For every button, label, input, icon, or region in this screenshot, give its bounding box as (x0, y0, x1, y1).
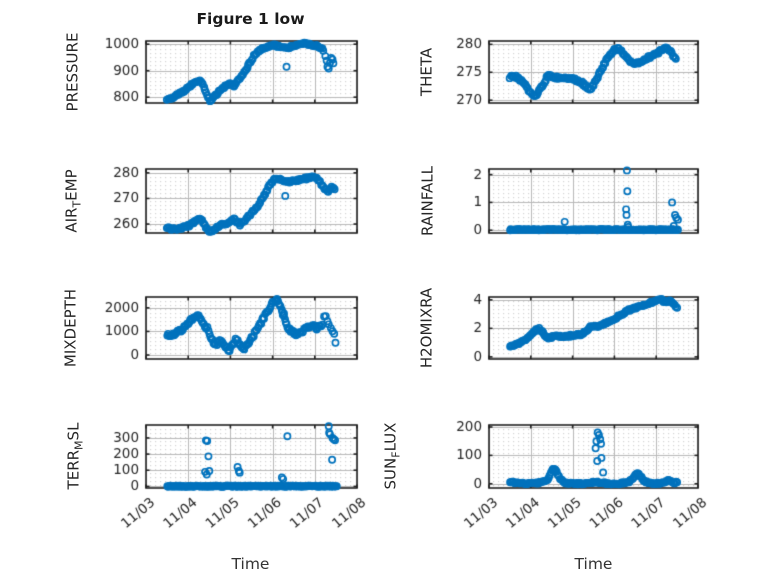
plot-theta (431, 31, 714, 115)
ylabel-text: SL (64, 422, 83, 441)
ylabel-text: PRESSURE (63, 32, 82, 112)
plot-rainfall (431, 159, 714, 245)
xlabel-time-right: Time (574, 555, 613, 573)
ylabel-text: EMP (62, 169, 81, 201)
ylabel-terr-msl: TERRMSL (65, 423, 86, 490)
plot-sun-flux (431, 415, 714, 556)
ylabel-mixdepth: MIXDEPTH (62, 289, 83, 367)
ylabel-pressure: PRESSURE (64, 33, 85, 112)
ylabel-text: MIXDEPTH (61, 288, 80, 368)
ylabel-text: LUX (381, 422, 400, 452)
ylabel-subscript: T (70, 200, 84, 208)
ylabel-sun-flux: SUNFLUX (382, 423, 403, 490)
figure-title: Figure 1 low (196, 10, 305, 28)
xlabel-time-left: Time (231, 555, 270, 573)
ylabel-subscript: M (72, 440, 86, 450)
plot-h2omixra (431, 287, 714, 371)
ylabel-text: AIR (62, 207, 81, 233)
ylabel-text: TERR (64, 449, 83, 490)
plot-air-temp (87, 159, 373, 245)
plot-mixdepth (87, 287, 373, 371)
ylabel-text: SUN (381, 457, 400, 490)
ylabel-air-temp: AIRTEMP (63, 169, 84, 232)
plot-pressure (87, 31, 373, 115)
plot-terr-msl (87, 415, 373, 556)
ylabel-subscript: F (389, 451, 403, 458)
